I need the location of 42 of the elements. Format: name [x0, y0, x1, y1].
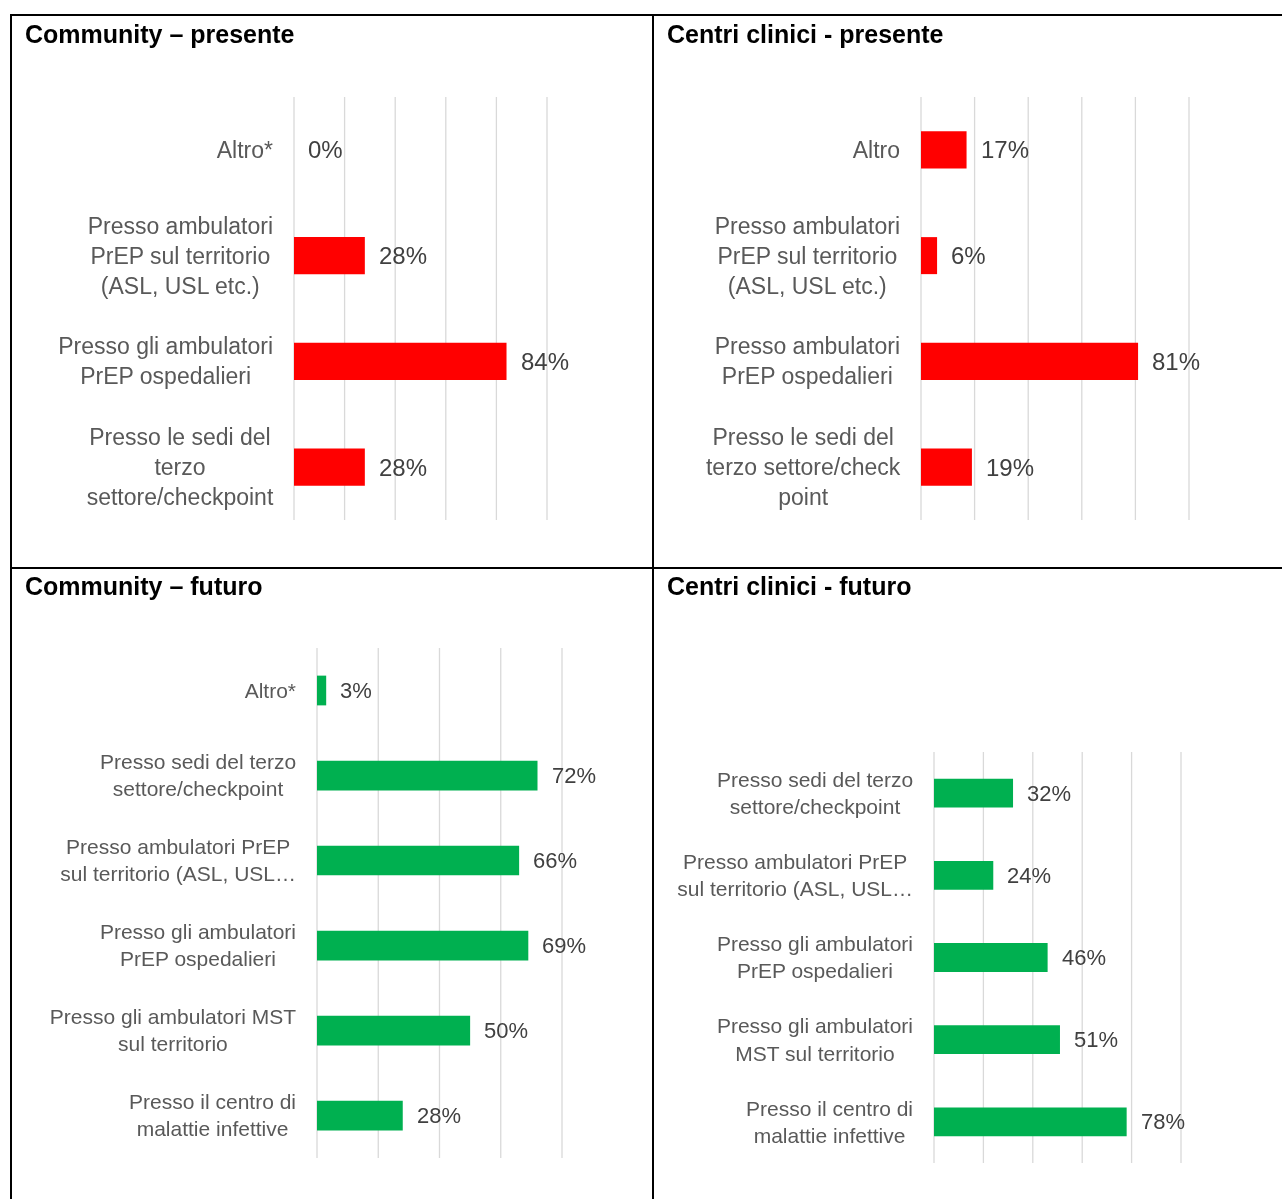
y-tick-label: Presso ambulatori PrEP sul territorio (ASL, USL…: [60, 835, 296, 886]
data-label: 6%: [951, 242, 986, 269]
data-label: 46%: [1062, 945, 1107, 970]
data-label: 78%: [1141, 1109, 1186, 1134]
y-tick-label: Presso ambulatori PrEP sul territorio (ASL, USL etc.): [714, 212, 900, 299]
data-label: 69%: [542, 933, 587, 958]
y-tick-label: Altro: [852, 136, 900, 163]
y-tick-label: Presso ambulatori PrEP sul territorio (ASL, USL…: [677, 850, 913, 901]
data-label: 28%: [379, 454, 428, 481]
y-tick-label: Presso il centro di malattie infettive: [746, 1096, 913, 1147]
data-label: 84%: [521, 348, 570, 375]
y-tick-label: Altro*: [244, 678, 296, 702]
chart-title: Community – presente: [25, 19, 295, 48]
y-tick-label: Altro*: [216, 136, 274, 163]
chart-title: Community – futuro: [25, 571, 263, 600]
data-label: 50%: [484, 1018, 529, 1043]
data-label: 81%: [1152, 348, 1201, 375]
y-tick-label: Presso gli ambulatori PrEP ospedalieri: [716, 932, 913, 983]
data-label: 32%: [1027, 781, 1072, 806]
data-label: 51%: [1074, 1027, 1119, 1052]
data-label: 19%: [986, 454, 1035, 481]
y-tick-label: Presso gli ambulatori PrEP ospedalieri: [99, 920, 296, 971]
chart-title: Centri clinici - futuro: [667, 571, 912, 600]
y-tick-label: Presso le sedi del terzo settore/checkpoint: [86, 424, 274, 511]
y-tick-label: Presso le sedi del terzo settore/check point: [705, 424, 901, 511]
data-label: 28%: [417, 1103, 462, 1128]
y-tick-label: Presso sedi del terzo settore/checkpoint: [716, 767, 914, 819]
y-tick-label: Presso ambulatori PrEP sul territorio (ASL, USL etc.): [87, 212, 273, 299]
chart-title: Centri clinici - presente: [667, 19, 944, 48]
data-label: 72%: [552, 763, 597, 788]
y-tick-label: Presso gli ambulatori PrEP ospedalieri: [58, 333, 273, 390]
data-label: 24%: [1007, 863, 1052, 888]
data-label: 28%: [379, 242, 428, 269]
data-label: 3%: [340, 678, 372, 703]
y-tick-label: Presso ambulatori PrEP ospedalieri: [714, 333, 900, 390]
data-label: 66%: [533, 848, 578, 873]
y-tick-label: Presso il centro di malattie infettive: [129, 1090, 296, 1141]
y-tick-label: Presso gli ambulatori MST sul territorio: [49, 1005, 297, 1056]
y-tick-label: Presso sedi del terzo settore/checkpoint: [99, 750, 297, 801]
data-label: 0%: [308, 136, 343, 163]
data-label: 17%: [981, 136, 1030, 163]
y-tick-label: Presso gli ambulatori MST sul territorio: [716, 1014, 913, 1065]
